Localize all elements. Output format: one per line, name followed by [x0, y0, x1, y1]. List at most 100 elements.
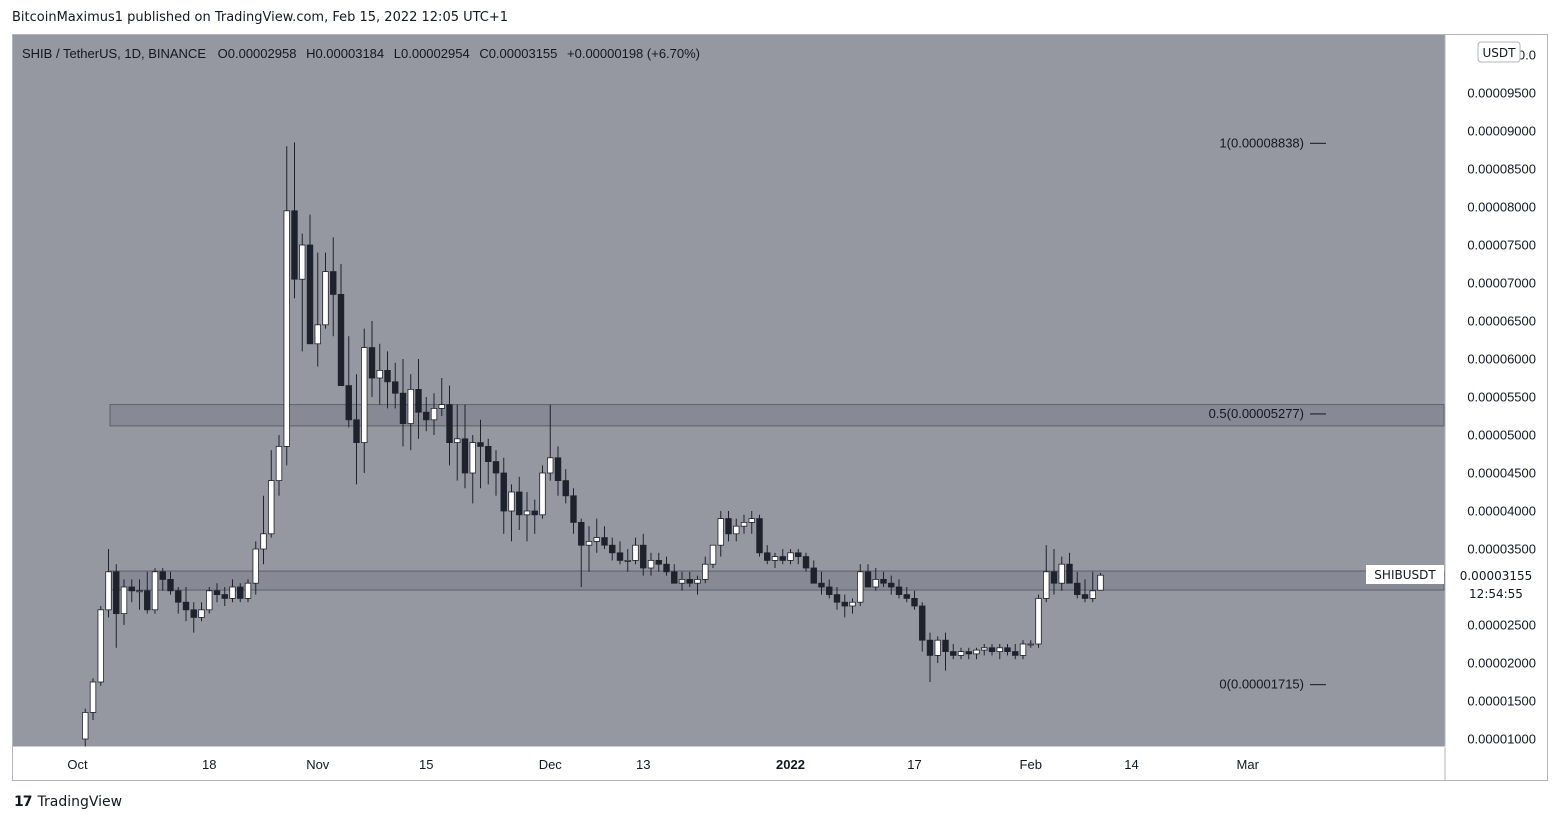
- legend-o-label: O: [218, 46, 228, 61]
- candle-82: [717, 511, 724, 557]
- fib-label-2: 0(0.00001715): [1219, 677, 1304, 692]
- candle-body-up: [244, 582, 252, 599]
- candle-122: [1027, 640, 1034, 648]
- candle-body-down: [919, 605, 926, 641]
- candle-body-down: [779, 556, 786, 561]
- candle-body-up: [89, 681, 97, 713]
- y-tick-13: 0.00007500: [1467, 238, 1536, 253]
- footer[interactable]: 17 TradingView: [14, 794, 122, 810]
- candle-body-down: [477, 442, 484, 447]
- candle-65: [585, 526, 593, 572]
- candle-body-up: [97, 609, 104, 683]
- candle-body-down: [833, 594, 841, 603]
- y-tick-5: 0.00003500: [1467, 542, 1536, 557]
- candle-71: [632, 537, 639, 565]
- candle-body-up: [151, 571, 159, 611]
- price-chart[interactable]: 1(0.00008838) 0.5(0.00005277) 0(0.00001715…: [12, 34, 1548, 781]
- candle-4: [113, 564, 120, 648]
- candle-38: [376, 343, 383, 405]
- candle-body-down: [864, 571, 872, 588]
- candle-body-up: [678, 579, 686, 584]
- candle-101: [864, 564, 872, 588]
- candle-76: [671, 564, 678, 584]
- candle-body-up: [252, 548, 259, 584]
- candle-34: [345, 336, 352, 428]
- candle-90: [779, 549, 786, 565]
- candle-50: [469, 435, 476, 504]
- candle-121: [1019, 640, 1027, 660]
- candle-7: [136, 579, 143, 610]
- y-tick-0: 0.00001000: [1467, 732, 1536, 747]
- plot-area[interactable]: [13, 35, 1445, 747]
- candle-64: [578, 518, 585, 587]
- candle-body-up: [771, 556, 779, 561]
- candle-49: [461, 404, 469, 489]
- y-tick-7: 0.00004500: [1467, 466, 1536, 481]
- candle-28: [299, 233, 306, 352]
- candles-layer: [82, 142, 1104, 747]
- candle-27: [291, 142, 298, 299]
- y-tick-11: 0.00006500: [1467, 314, 1536, 329]
- candle-body-down: [895, 586, 903, 595]
- candle-body-up: [957, 651, 965, 656]
- price-axis[interactable]: 0.00001000 0.00001500 0.00002000 0.00002500…: [1467, 48, 1536, 747]
- candle-80: [702, 556, 709, 584]
- price-tag: SHIBUSDT 0.00003155 12:54:55: [1366, 565, 1547, 603]
- candle-40: [392, 362, 399, 409]
- y-tick-8: 0.00005000: [1467, 428, 1536, 443]
- candle-body-up: [314, 324, 321, 345]
- candle-16: [206, 587, 213, 614]
- x-tick-1: 18: [202, 757, 216, 772]
- candle-body-up: [469, 442, 476, 474]
- candle-0: [82, 708, 89, 747]
- candle-45: [430, 393, 438, 435]
- candle-body-up: [275, 445, 283, 481]
- candle-body-down: [671, 571, 678, 584]
- candle-2: [97, 606, 104, 686]
- candle-32: [330, 237, 337, 337]
- candle-body-up: [322, 271, 329, 326]
- currency-badge[interactable]: USDT: [1477, 41, 1521, 63]
- candle-15: [198, 602, 205, 622]
- candle-58: [531, 499, 538, 534]
- time-axis[interactable]: Oct 18 Nov 15 Dec 13 2022 17 Feb 14 Mar: [67, 757, 1259, 772]
- candle-36: [361, 328, 368, 473]
- x-tick-2: Nov: [306, 757, 330, 772]
- candle-body-up: [430, 407, 438, 421]
- candle-body-up: [585, 540, 593, 546]
- candle-128: [1074, 571, 1081, 599]
- candle-body-down: [1081, 594, 1089, 599]
- candle-81: [709, 544, 717, 568]
- y-tick-16: 0.00009000: [1467, 124, 1536, 139]
- candle-body-down: [988, 647, 996, 652]
- candle-body-down: [190, 609, 197, 618]
- candle-56: [516, 476, 523, 530]
- candle-body-down: [337, 293, 345, 386]
- y-tick-12: 0.00007000: [1467, 276, 1536, 291]
- candle-body-down: [570, 495, 577, 523]
- candle-106: [903, 587, 910, 603]
- candle-body-up: [1097, 574, 1104, 591]
- candle-body-down: [330, 271, 337, 295]
- candle-103: [880, 571, 887, 587]
- candle-1: [89, 678, 97, 720]
- candle-8: [144, 571, 151, 614]
- candle-body-down: [159, 571, 166, 580]
- legend-o-value: 0.00002958: [228, 46, 297, 61]
- candle-17: [213, 583, 221, 603]
- candle-116: [981, 644, 988, 656]
- candle-33: [337, 264, 345, 386]
- candle-93: [802, 552, 810, 572]
- candle-60: [547, 404, 554, 481]
- candle-125: [1050, 549, 1058, 595]
- candle-30: [314, 252, 321, 367]
- candle-body-up: [283, 210, 290, 447]
- candle-114: [965, 647, 972, 660]
- candle-29: [306, 214, 314, 345]
- candle-99: [849, 598, 856, 614]
- candle-48: [454, 404, 461, 481]
- candle-body-up: [973, 649, 980, 655]
- candle-37: [368, 321, 376, 397]
- candle-72: [640, 533, 647, 576]
- candle-body-up: [632, 544, 639, 561]
